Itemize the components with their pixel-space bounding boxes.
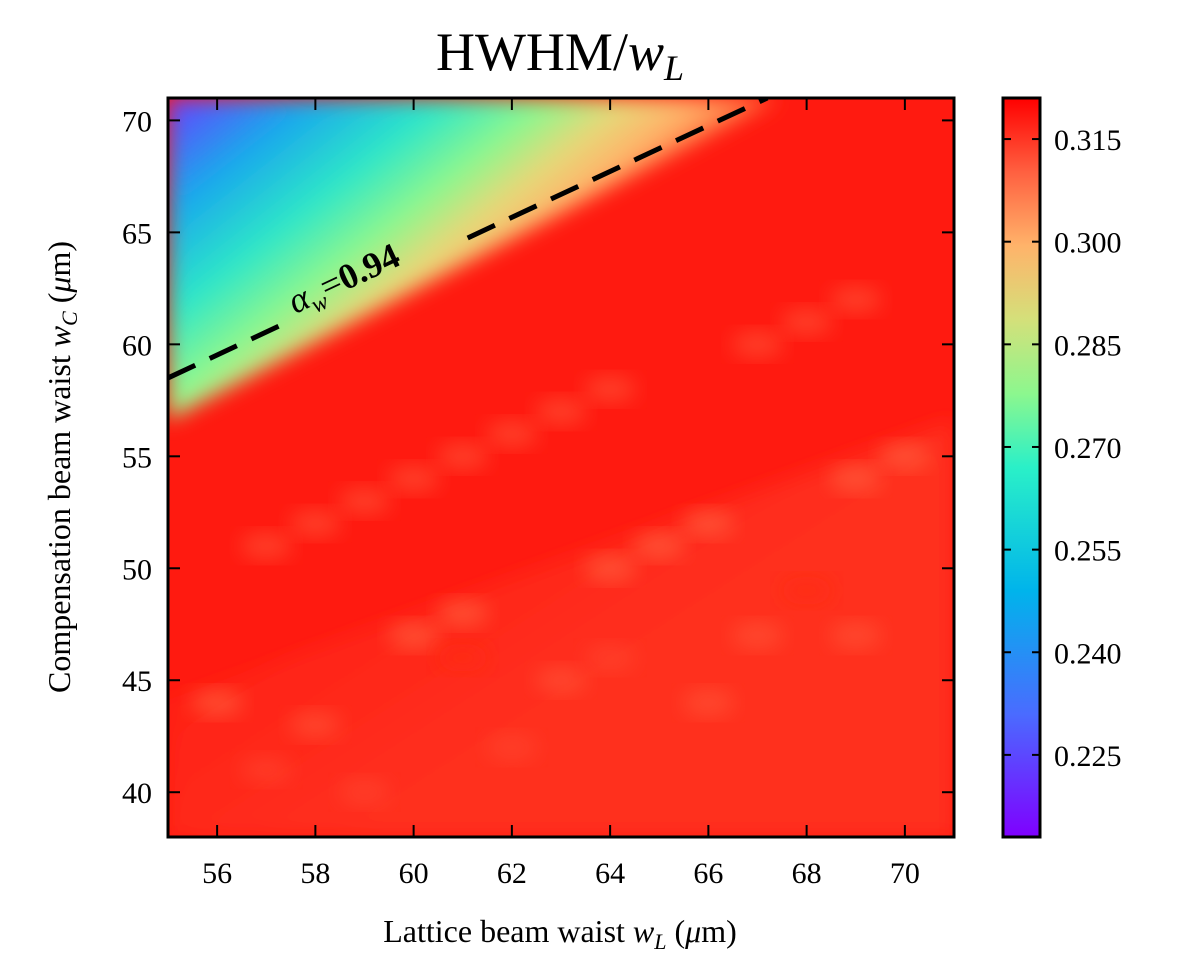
colorbar-tick-label: 0.300	[1054, 227, 1122, 260]
x-axis-ticks: 56 58 60 62 64 66 68 70	[202, 98, 920, 890]
heatmap-blob	[535, 397, 587, 426]
heatmap-blob	[338, 778, 391, 807]
heatmap-low-region	[168, 98, 780, 420]
colorbar-tick-label: 0.285	[1054, 329, 1122, 362]
y-tick-label: 45	[122, 665, 152, 698]
plot-frame	[166, 96, 956, 839]
heatmap-blob	[436, 442, 489, 471]
heatmap-blob	[780, 576, 833, 605]
x-tick-label: 68	[792, 857, 822, 890]
heatmap-lower-region	[168, 420, 954, 837]
y-tick-label: 65	[122, 217, 152, 250]
contour-line-upper	[466, 98, 769, 241]
x-tick-label: 62	[497, 857, 527, 890]
heatmap-blob	[584, 375, 637, 404]
heatmap-texture	[191, 285, 931, 807]
colorbar-tick-label: 0.240	[1054, 637, 1122, 670]
heatmap-blob	[584, 643, 637, 672]
y-tick-label: 40	[122, 777, 152, 810]
heatmap-blob	[289, 509, 342, 538]
x-tick-label: 58	[300, 857, 330, 890]
heatmap-blob	[682, 688, 735, 717]
heatmap-blob	[731, 330, 784, 359]
contour-line	[168, 322, 283, 381]
heatmap-blob	[878, 442, 931, 471]
colorbar-tick-label: 0.315	[1054, 124, 1122, 157]
heatmap-blob	[436, 599, 489, 628]
y-tick-label: 55	[122, 441, 152, 474]
heatmap-blob	[338, 487, 391, 516]
heatmap-blob	[387, 621, 440, 650]
heatmap-blob	[485, 419, 538, 448]
heatmap-blob	[584, 554, 637, 583]
x-axis-label: Lattice beam waist wL (μm)	[383, 913, 737, 954]
heatmap-blob	[387, 464, 440, 493]
heatmap-blob	[829, 464, 882, 493]
y-tick-label: 70	[122, 105, 152, 138]
heatmap-blob	[682, 509, 735, 538]
heatmap-blob	[731, 621, 784, 650]
chart-title: HWHM/wL	[436, 22, 684, 88]
y-tick-label: 50	[122, 553, 152, 586]
heatmap-blob	[780, 307, 833, 336]
heatmap-blob	[535, 666, 587, 695]
x-tick-label: 60	[399, 857, 429, 890]
x-tick-label: 56	[202, 857, 232, 890]
heatmap-blob	[633, 531, 686, 560]
heatmap-blob	[240, 755, 293, 784]
heatmap-blob	[436, 643, 489, 672]
x-tick-label: 70	[890, 857, 920, 890]
colorbar-tick-label: 0.270	[1054, 432, 1122, 465]
x-tick-label: 66	[693, 857, 723, 890]
heatmap-blob	[829, 285, 882, 314]
y-axis-label: Compensation beam waist wC (μm)	[41, 241, 82, 693]
colorbar-tick-label: 0.225	[1054, 740, 1122, 773]
heatmap-blob	[289, 711, 342, 740]
heatmap-blob	[829, 621, 882, 650]
heatmap-blob	[240, 531, 293, 560]
x-tick-label: 64	[595, 857, 625, 890]
colorbar	[1001, 96, 1042, 839]
heatmap-blob	[191, 688, 244, 717]
y-tick-label: 60	[122, 329, 152, 362]
colorbar-tick-label: 0.255	[1054, 535, 1122, 568]
heatmap-blob	[485, 733, 538, 762]
heatmap-area	[168, 98, 954, 837]
y-axis-ticks: 40 45 50 55 60 65 70	[122, 105, 954, 810]
colorbar-ticks: 0.225 0.240 0.255 0.270 0.285 0.300 0.315	[1003, 124, 1122, 773]
